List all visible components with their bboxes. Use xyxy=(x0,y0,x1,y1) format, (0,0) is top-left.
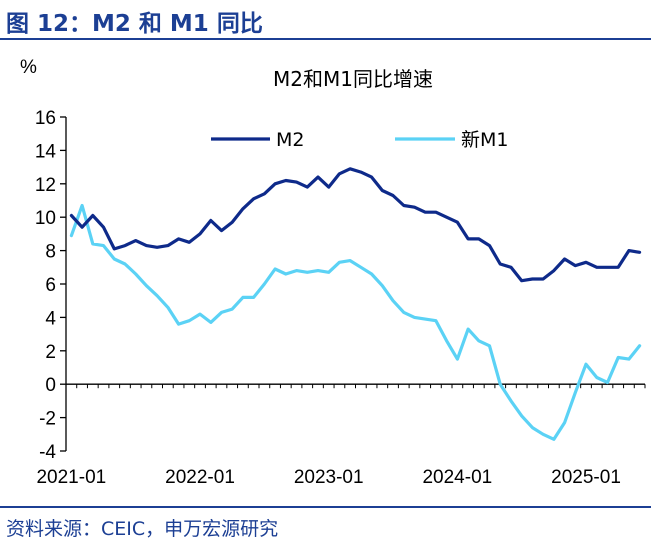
y-tick-label: 0 xyxy=(45,375,56,396)
x-tick-label: 2021-01 xyxy=(36,467,106,488)
chart-svg: % M2和M1同比增速 -4 -2 0 2 4 6 8 10 12 14 16 2021-01 202… xyxy=(20,57,646,488)
y-tick-label: 14 xyxy=(35,141,57,162)
x-tick-label: 2022-01 xyxy=(165,467,235,488)
y-tick-label: 4 xyxy=(45,308,56,329)
y-tick-label: -4 xyxy=(39,442,56,463)
source-note: 资料来源：CEIC，申万宏源研究 xyxy=(6,518,279,540)
y-tick-label: 6 xyxy=(45,275,56,296)
y-tick-label: 12 xyxy=(35,175,56,196)
y-tick-label: -2 xyxy=(39,409,56,430)
x-tick-label: 2023-01 xyxy=(294,467,364,488)
y-tick-label: 2 xyxy=(45,342,56,363)
y-tick-label: 10 xyxy=(35,208,56,229)
series-line-M2 xyxy=(69,167,642,283)
y-axis-unit-label: % xyxy=(20,57,37,78)
bottom-rule xyxy=(0,506,651,508)
legend-label: M2 xyxy=(276,129,304,151)
y-tick-label: 8 xyxy=(45,242,56,263)
x-tick-label: 2025-01 xyxy=(551,467,621,488)
top-rule xyxy=(0,38,651,40)
series-line-新M1 xyxy=(69,203,642,441)
x-tick-label: 2024-01 xyxy=(422,467,492,488)
y-tick-label: 16 xyxy=(35,108,56,129)
chart-title: M2和M1同比增速 xyxy=(273,67,433,91)
figure-title: 图 12：M2 和 M1 同比 xyxy=(6,11,263,37)
legend-label: 新M1 xyxy=(461,129,508,151)
